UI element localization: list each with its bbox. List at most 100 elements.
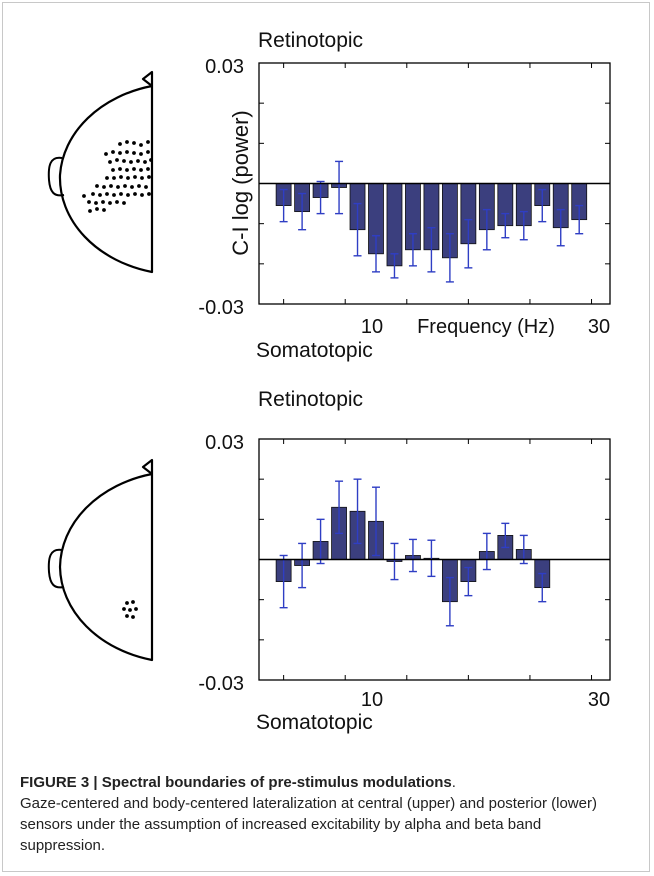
chart-upper-xtick-30: 30 [588, 316, 610, 338]
sensor-cluster-posterior [122, 600, 138, 619]
sensor-dot [132, 141, 136, 145]
sensor-dot [122, 201, 126, 205]
sensor-dot [112, 176, 116, 180]
head-outline-lower [58, 458, 154, 662]
sensor-dot [146, 167, 150, 171]
figure-canvas: Retinotopic C-I log (power) 0.03 -0.03 1… [47, 29, 611, 734]
sensor-dot [105, 192, 109, 196]
chart-lower-ytick-bottom: -0.03 [198, 673, 244, 695]
sensor-dot [149, 158, 153, 162]
sensor-dot [126, 176, 130, 180]
sensor-dot [147, 175, 151, 179]
chart-upper-bars [275, 160, 588, 283]
sensor-dot [116, 185, 120, 189]
chart-lower-ytick-top: 0.03 [205, 432, 244, 454]
chart-upper-ytick-bottom: -0.03 [198, 297, 244, 319]
sensor-dot [137, 184, 141, 188]
chart-upper-top-label: Retinotopic [258, 29, 363, 52]
sensor-dot [119, 175, 123, 179]
sensor-dot [82, 194, 86, 198]
sensor-dot [123, 184, 127, 188]
sensor-dot [105, 176, 109, 180]
sensor-dot [146, 150, 150, 154]
sensor-dot [102, 208, 106, 212]
chart-upper-ytick-top: 0.03 [205, 56, 244, 78]
sensor-dot [91, 192, 95, 196]
sensor-dot [111, 150, 115, 154]
sensor-dot [104, 152, 108, 156]
sensor-dot [118, 142, 122, 146]
head-diagram-upper [47, 70, 154, 274]
sensor-dot [95, 207, 99, 211]
chart-upper-bottom-label: Somatotopic [256, 339, 373, 362]
sensor-dot [108, 201, 112, 205]
chart-lower-top-label: Retinotopic [258, 388, 363, 411]
chart-lower-bottom-label: Somatotopic [256, 711, 373, 734]
chart-lower-xtick-30: 30 [588, 689, 610, 711]
sensor-dot [132, 167, 136, 171]
sensor-dot [133, 175, 137, 179]
head-outline-upper [58, 70, 154, 274]
sensor-dot [102, 185, 106, 189]
sensor-dot [108, 160, 112, 164]
chart-lower-xtick-10: 10 [361, 689, 383, 711]
chart-lower: Retinotopic 0.03 -0.03 10 30 Somatotopic [198, 388, 611, 734]
chart-upper-ticks [259, 62, 610, 305]
sensor-dot [109, 184, 113, 188]
sensor-dot [131, 615, 135, 619]
sensor-dot [131, 600, 135, 604]
sensor-dot [146, 140, 150, 144]
sensor-dot [118, 167, 122, 171]
ear-lower [47, 548, 65, 589]
sensor-dot [129, 160, 133, 164]
sensor-dot [95, 184, 99, 188]
sensor-dot [139, 152, 143, 156]
chart-lower-ticks [259, 438, 610, 681]
sensor-dot [125, 168, 129, 172]
sensor-dot [143, 160, 147, 164]
sensor-dot [88, 209, 92, 213]
sensor-dot [125, 140, 129, 144]
sensor-dot [126, 193, 130, 197]
sensor-dot [122, 159, 126, 163]
sensor-dot [147, 192, 151, 196]
chart-upper-ylabel: C-I log (power) [228, 110, 253, 255]
sensor-dot [139, 143, 143, 147]
caption-text: Gaze-centered and body-centered laterali… [20, 795, 597, 854]
sensor-dot [134, 607, 138, 611]
sensor-dot [122, 607, 126, 611]
sensor-dot [119, 192, 123, 196]
sensor-dot [118, 151, 122, 155]
sensor-cluster-central [82, 140, 153, 213]
sensor-dot [125, 150, 129, 154]
sensor-dot [98, 193, 102, 197]
sensor-dot [144, 185, 148, 189]
sensor-dot [125, 614, 129, 618]
sensor-dot [136, 159, 140, 163]
sensor-dot [101, 200, 105, 204]
sensor-dot [140, 176, 144, 180]
chart-lower-bars [275, 478, 551, 627]
sensor-dot [130, 185, 134, 189]
chart-upper-xlabel: Frequency (Hz) [417, 316, 555, 338]
sensor-dot [133, 192, 137, 196]
head-diagram-lower [47, 458, 154, 662]
figure-caption: FIGURE 3 | Spectral boundaries of pre-st… [20, 772, 630, 856]
sensor-dot [115, 158, 119, 162]
chart-upper-xtick-10: 10 [361, 316, 383, 338]
sensor-dot [112, 193, 116, 197]
sensor-dot [139, 168, 143, 172]
sensor-dot [111, 168, 115, 172]
sensor-dot [125, 601, 129, 605]
caption-title-period: . [451, 774, 456, 791]
sensor-dot [87, 200, 91, 204]
ear-upper [47, 156, 65, 197]
sensor-dot [115, 200, 119, 204]
chart-upper: Retinotopic C-I log (power) 0.03 -0.03 1… [198, 29, 611, 362]
sensor-dot [132, 151, 136, 155]
sensor-dot [140, 193, 144, 197]
sensor-dot [128, 608, 132, 612]
caption-title: FIGURE 3 | Spectral boundaries of pre-st… [20, 774, 452, 791]
sensor-dot [94, 201, 98, 205]
